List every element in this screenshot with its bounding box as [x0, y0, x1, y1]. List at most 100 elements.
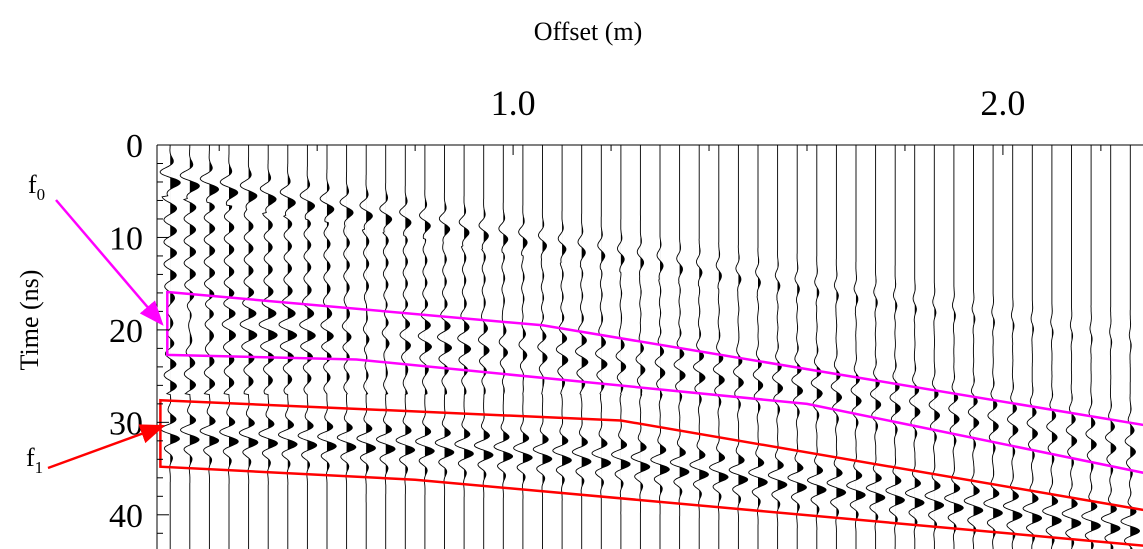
trace-fill: [366, 145, 376, 549]
trace: [963, 145, 984, 549]
trace-fill: [483, 145, 493, 549]
trace: [258, 145, 278, 549]
trace-fill: [640, 145, 650, 549]
trace-fill: [464, 145, 474, 549]
trace: [1081, 145, 1101, 549]
trace: [395, 145, 416, 549]
trace: [807, 145, 827, 549]
trace-fill: [895, 145, 905, 549]
window-outline: [166, 290, 1143, 474]
trace-fill: [307, 145, 317, 549]
trace: [1042, 145, 1062, 549]
trace: [591, 145, 612, 549]
trace: [865, 145, 886, 549]
axes: 1.0 2.0 0 10 20 30 40: [109, 83, 1143, 549]
annotations: f0 f1: [26, 170, 166, 477]
trace: [846, 145, 866, 549]
traces: [159, 145, 1140, 549]
trace: [454, 145, 474, 549]
annotation-arrow: [55, 199, 164, 326]
trace: [159, 145, 181, 549]
trace: [473, 145, 494, 549]
trace-fill: [953, 145, 964, 549]
y-tick-label: 20: [109, 313, 143, 350]
trace-fill: [326, 145, 337, 549]
trace: [905, 145, 925, 549]
trace: [532, 145, 553, 549]
trace-fill: [542, 145, 552, 549]
trace-fill: [424, 145, 435, 549]
x-axis-title: Offset (m): [534, 17, 643, 46]
trace: [356, 145, 376, 549]
trace: [513, 145, 533, 549]
trace: [1120, 145, 1140, 549]
trace-fill: [268, 145, 278, 549]
trace: [709, 145, 729, 549]
x-tick-label: 2.0: [980, 83, 1025, 123]
trace: [434, 145, 455, 549]
trace-fill: [1071, 145, 1081, 549]
trace: [650, 145, 670, 549]
trace: [924, 145, 945, 549]
trace: [336, 145, 357, 549]
trace-fill: [287, 145, 298, 549]
trace-fill: [620, 145, 631, 549]
trace: [983, 145, 1003, 549]
trace-fill: [444, 145, 454, 549]
trace: [1002, 145, 1023, 549]
trace: [787, 145, 807, 549]
trace-fill: [934, 145, 944, 549]
trace-fill: [346, 145, 356, 549]
trace-fill: [797, 145, 807, 549]
trace-fill: [699, 145, 709, 549]
trace: [630, 145, 651, 549]
trace-fill: [189, 145, 200, 549]
trace: [689, 145, 709, 549]
trace: [297, 145, 318, 549]
annotation-arrow: [47, 424, 166, 470]
trace: [179, 145, 200, 549]
annotation-label: f1: [26, 443, 43, 477]
trace: [826, 145, 847, 549]
trace-fill: [816, 145, 827, 549]
trace: [1022, 145, 1043, 549]
x-tick-label: 1.0: [491, 83, 536, 123]
trace: [376, 145, 396, 549]
trace-fill: [875, 145, 885, 549]
windows: [159, 290, 1143, 547]
trace-fill: [1091, 145, 1101, 549]
trace-fill: [562, 145, 572, 549]
y-axis-title: Time (ns): [15, 270, 44, 371]
trace-fill: [973, 145, 983, 549]
y-tick-label: 0: [126, 128, 143, 165]
trace-fill: [1051, 145, 1062, 549]
trace-fill: [738, 145, 748, 549]
trace-fill: [914, 145, 925, 549]
trace-fill: [758, 145, 768, 549]
trace: [611, 145, 631, 549]
trace: [552, 145, 572, 549]
trace-fill: [385, 145, 396, 549]
trace-fill: [718, 145, 729, 549]
trace: [1061, 145, 1082, 549]
trace: [493, 145, 514, 549]
trace: [199, 145, 220, 549]
y-tick-label: 30: [109, 405, 143, 442]
trace-fill: [581, 145, 591, 549]
trace: [571, 145, 592, 549]
trace-fill: [209, 145, 219, 549]
window-outline: [159, 398, 1143, 547]
trace: [944, 145, 964, 549]
trace: [728, 145, 749, 549]
y-tick-label: 10: [109, 220, 143, 257]
trace: [885, 145, 905, 549]
trace-fill: [1110, 145, 1120, 549]
trace-fill: [1130, 145, 1140, 549]
trace: [278, 145, 298, 549]
trace-fill: [248, 145, 258, 549]
y-tick-label: 40: [109, 498, 143, 535]
annotation-label: f0: [28, 170, 45, 204]
trace: [748, 145, 768, 549]
trace: [767, 145, 788, 549]
